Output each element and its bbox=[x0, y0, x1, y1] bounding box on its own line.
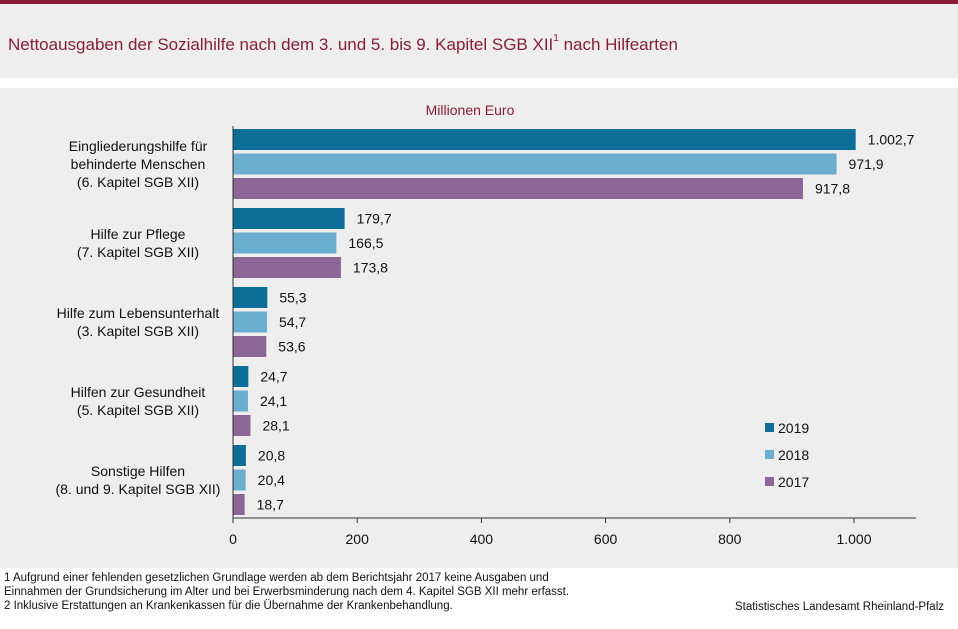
source-note: Statistisches Landesamt Rheinland-Pfalz bbox=[734, 601, 944, 613]
bar-2019-cat-5 bbox=[233, 445, 246, 466]
x-tick-label-600: 600 bbox=[594, 531, 618, 547]
legend-label-2019: 2019 bbox=[778, 420, 809, 436]
value-label-2019-cat-3: 55,3 bbox=[279, 290, 306, 306]
legend-swatch-2019 bbox=[765, 423, 774, 432]
bar-2018-cat-3 bbox=[233, 311, 267, 333]
bar-2019-cat-3 bbox=[233, 287, 268, 308]
unit-label: Millionen Euro bbox=[426, 102, 515, 118]
value-label-2018-cat-1: 971,9 bbox=[849, 156, 884, 172]
value-label-2017-cat-5: 18,7 bbox=[257, 497, 284, 513]
legend-swatch-2017 bbox=[765, 477, 774, 486]
value-label-2019-cat-4: 24,7 bbox=[260, 369, 287, 385]
x-tick-label-1000: 1.000 bbox=[836, 531, 871, 547]
bar-2019-cat-2 bbox=[233, 208, 345, 229]
bar-2017-cat-3 bbox=[233, 336, 267, 357]
legend-swatch-2018 bbox=[765, 450, 774, 459]
category-label-2: Hilfe zur Pflege (7. Kapitel SGB XII) bbox=[77, 226, 199, 260]
bar-2018-cat-4 bbox=[233, 390, 248, 412]
footnote-1-line-2: Einnahmen der Grundsicherung im Alter un… bbox=[4, 586, 570, 598]
value-label-2017-cat-1: 917,8 bbox=[815, 181, 850, 197]
chart-panel: Millionen Euro 1.002,7 179,7 55,3 24,7 20,8 97… bbox=[0, 88, 958, 568]
chart-title: Nettoausgaben der Sozialhilfe nach dem 3… bbox=[8, 33, 678, 54]
bar-2019-cat-4 bbox=[233, 366, 249, 387]
x-tick-label-200: 200 bbox=[346, 531, 370, 547]
value-label-2017-cat-2: 173,8 bbox=[353, 260, 388, 276]
value-label-2019-cat-1: 1.002,7 bbox=[868, 132, 915, 148]
bar-2017-cat-5 bbox=[233, 494, 245, 515]
value-label-2018-cat-2: 166,5 bbox=[348, 235, 383, 251]
bar-2017-cat-2 bbox=[233, 257, 341, 278]
bar-2019-cat-1 bbox=[233, 129, 856, 150]
value-label-2017-cat-4: 28,1 bbox=[262, 418, 289, 434]
footnote-1-line-1: 1 Aufgrund einer fehlenden gesetzlichen … bbox=[4, 572, 549, 584]
bar-chart: Millionen Euro 1.002,7 179,7 55,3 24,7 20,8 97… bbox=[56, 102, 917, 547]
title-bar: Nettoausgaben der Sozialhilfe nach dem 3… bbox=[0, 4, 958, 78]
bar-2017-cat-4 bbox=[233, 415, 251, 436]
legend-label-2018: 2018 bbox=[778, 447, 809, 463]
category-label-5: Sonstige Hilfen (8. und 9. Kapitel SGB XI… bbox=[56, 463, 221, 497]
category-label-4: Hilfen zur Gesundheit (5. Kapitel SGB XII… bbox=[71, 384, 206, 418]
legend-label-2017: 2017 bbox=[778, 474, 809, 490]
value-label-2018-cat-3: 54,7 bbox=[279, 314, 306, 330]
bar-2018-cat-2 bbox=[233, 232, 337, 254]
category-label-3: Hilfe zum Lebensunterhalt (3. Kapitel SGB… bbox=[57, 305, 220, 339]
value-label-2018-cat-5: 20,4 bbox=[258, 472, 285, 488]
x-tick-label-400: 400 bbox=[470, 531, 494, 547]
x-tick-label-0: 0 bbox=[229, 531, 237, 547]
bar-2017-cat-1 bbox=[233, 178, 803, 199]
top-rule bbox=[0, 0, 958, 4]
bar-2018-cat-1 bbox=[233, 153, 837, 175]
value-label-2019-cat-2: 179,7 bbox=[357, 211, 392, 227]
x-tick-label-800: 800 bbox=[718, 531, 742, 547]
footnote-2: 2 Inklusive Erstattungen an Krankenkasse… bbox=[4, 600, 453, 612]
footnotes: 1 Aufgrund einer fehlenden gesetzlichen … bbox=[4, 571, 704, 613]
value-label-2019-cat-5: 20,8 bbox=[258, 448, 285, 464]
category-label-1: Eingliederungshilfe für behinderte Mensch… bbox=[69, 138, 208, 190]
bar-2018-cat-5 bbox=[233, 469, 246, 491]
value-label-2017-cat-3: 53,6 bbox=[278, 339, 305, 355]
value-label-2018-cat-4: 24,1 bbox=[260, 393, 287, 409]
